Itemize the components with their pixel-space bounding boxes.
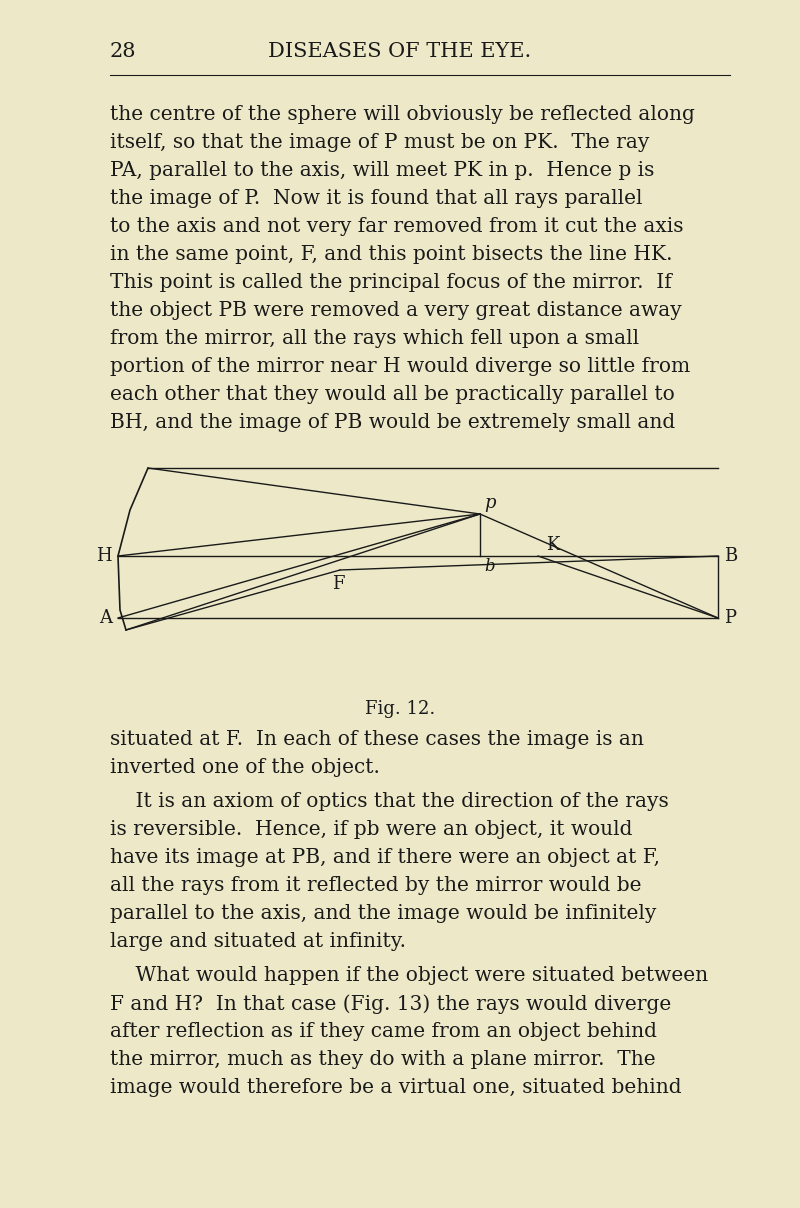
Text: P: P: [724, 609, 736, 627]
Text: is reversible.  Hence, if pb were an object, it would: is reversible. Hence, if pb were an obje…: [110, 820, 633, 840]
Text: have its image at PB, and if there were an object at F,: have its image at PB, and if there were …: [110, 848, 660, 867]
Text: to the axis and not very far removed from it cut the axis: to the axis and not very far removed fro…: [110, 217, 683, 236]
Text: 28: 28: [110, 42, 137, 60]
Text: itself, so that the image of P must be on PK.  The ray: itself, so that the image of P must be o…: [110, 133, 650, 152]
Text: b: b: [484, 558, 494, 575]
Text: all the rays from it reflected by the mirror would be: all the rays from it reflected by the mi…: [110, 876, 642, 895]
Text: H: H: [96, 547, 112, 565]
Text: F and H?  In that case (Fig. 13) the rays would diverge: F and H? In that case (Fig. 13) the rays…: [110, 994, 671, 1014]
Text: It is an axiom of optics that the direction of the rays: It is an axiom of optics that the direct…: [110, 792, 669, 811]
Text: in the same point, F, and this point bisects the line HK.: in the same point, F, and this point bis…: [110, 245, 673, 265]
Text: inverted one of the object.: inverted one of the object.: [110, 757, 380, 777]
Text: situated at F.  In each of these cases the image is an: situated at F. In each of these cases th…: [110, 730, 644, 749]
Text: What would happen if the object were situated between: What would happen if the object were sit…: [110, 966, 708, 985]
Text: PA, parallel to the axis, will meet PK in p.  Hence p is: PA, parallel to the axis, will meet PK i…: [110, 161, 654, 180]
Text: image would therefore be a virtual one, situated behind: image would therefore be a virtual one, …: [110, 1078, 682, 1097]
Text: the image of P.  Now it is found that all rays parallel: the image of P. Now it is found that all…: [110, 188, 642, 208]
Text: portion of the mirror near H would diverge so little from: portion of the mirror near H would diver…: [110, 358, 690, 376]
Text: A: A: [99, 609, 112, 627]
Text: after reflection as if they came from an object behind: after reflection as if they came from an…: [110, 1022, 657, 1041]
Text: F: F: [332, 575, 344, 593]
Text: K: K: [546, 536, 559, 554]
Text: Fig. 12.: Fig. 12.: [365, 699, 435, 718]
Text: the mirror, much as they do with a plane mirror.  The: the mirror, much as they do with a plane…: [110, 1050, 656, 1069]
Text: from the mirror, all the rays which fell upon a small: from the mirror, all the rays which fell…: [110, 329, 639, 348]
Text: each other that they would all be practically parallel to: each other that they would all be practi…: [110, 385, 674, 403]
Text: the centre of the sphere will obviously be reflected along: the centre of the sphere will obviously …: [110, 105, 695, 124]
Text: This point is called the principal focus of the mirror.  If: This point is called the principal focus…: [110, 273, 672, 292]
Text: the object PB were removed a very great distance away: the object PB were removed a very great …: [110, 301, 682, 320]
Text: B: B: [724, 547, 738, 565]
Text: BH, and the image of PB would be extremely small and: BH, and the image of PB would be extreme…: [110, 413, 675, 432]
Text: parallel to the axis, and the image would be infinitely: parallel to the axis, and the image woul…: [110, 904, 656, 923]
Text: large and situated at infinity.: large and situated at infinity.: [110, 933, 406, 951]
Text: DISEASES OF THE EYE.: DISEASES OF THE EYE.: [268, 42, 532, 60]
Text: p: p: [484, 494, 495, 512]
